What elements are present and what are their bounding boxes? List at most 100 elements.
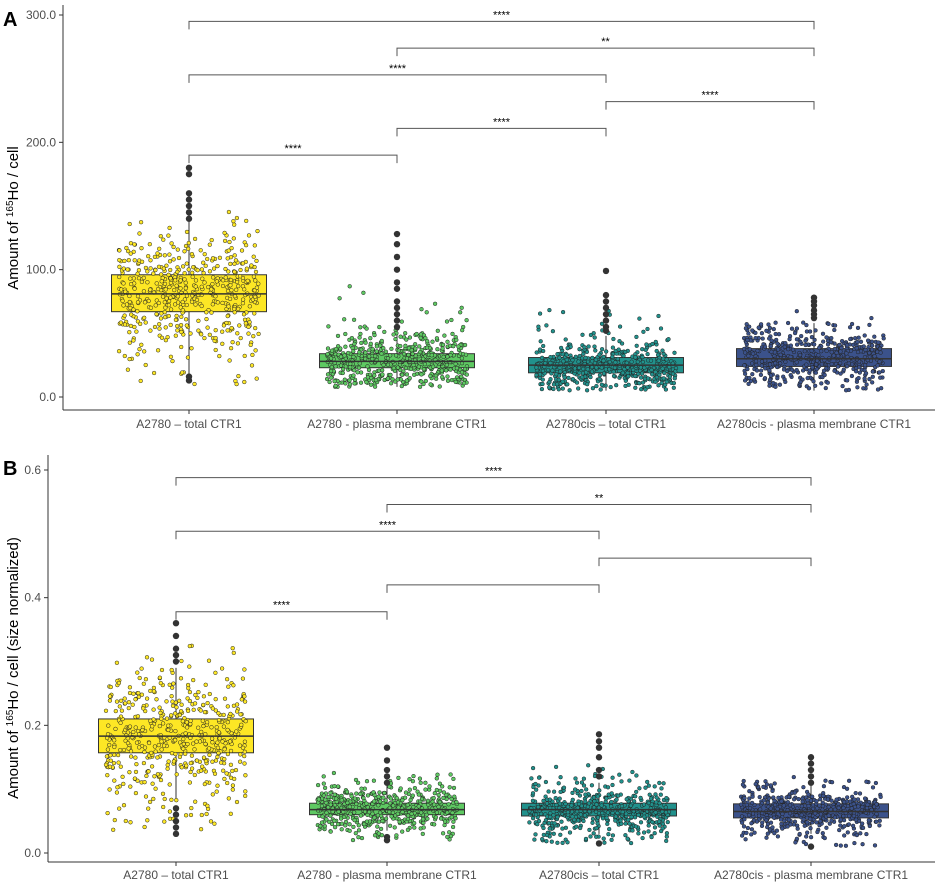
data-point — [649, 834, 654, 840]
data-point — [794, 309, 799, 314]
data-point — [448, 367, 453, 372]
data-point — [148, 287, 153, 292]
data-point — [351, 824, 356, 830]
data-point — [225, 720, 230, 725]
outlier-point — [807, 843, 815, 850]
data-point — [116, 760, 121, 765]
data-point — [641, 802, 647, 807]
data-point — [201, 694, 207, 699]
data-point — [539, 355, 545, 360]
data-point — [796, 796, 801, 802]
data-point — [640, 359, 646, 365]
data-point — [398, 334, 403, 339]
data-point — [119, 708, 125, 713]
data-point — [121, 281, 126, 286]
data-point — [105, 747, 111, 752]
data-point — [135, 294, 141, 299]
data-point — [594, 383, 599, 389]
data-point — [107, 698, 113, 703]
data-point — [652, 831, 657, 836]
data-point — [417, 384, 423, 389]
data-point — [194, 758, 200, 763]
outlier-point — [383, 773, 391, 780]
data-point — [418, 335, 423, 341]
data-point — [416, 804, 421, 809]
data-point — [204, 720, 210, 725]
data-point — [128, 281, 134, 287]
data-point — [533, 781, 538, 787]
data-point — [832, 815, 838, 820]
data-point — [774, 364, 780, 370]
data-point — [540, 377, 545, 382]
data-point — [561, 785, 567, 790]
data-point — [210, 281, 215, 287]
data-point — [335, 333, 341, 339]
data-point — [560, 826, 565, 831]
data-point — [758, 368, 764, 373]
data-point — [230, 768, 235, 774]
data-point — [365, 805, 370, 810]
data-point — [551, 831, 556, 836]
data-point — [144, 773, 149, 779]
data-point — [853, 369, 859, 374]
data-point — [855, 325, 861, 331]
data-point — [179, 314, 184, 319]
data-point — [552, 821, 557, 826]
data-point — [142, 315, 147, 320]
data-point — [380, 818, 385, 824]
data-point — [638, 375, 644, 380]
data-point — [792, 790, 797, 795]
data-point — [815, 829, 820, 835]
data-point — [434, 810, 440, 815]
data-point — [144, 655, 150, 660]
data-point — [534, 365, 539, 370]
data-point — [322, 824, 328, 829]
data-point — [218, 760, 224, 765]
data-point — [742, 378, 748, 383]
data-point — [234, 709, 240, 714]
data-point — [154, 281, 159, 286]
data-point — [529, 776, 534, 781]
data-point — [107, 787, 112, 792]
data-point — [634, 773, 639, 778]
data-point — [112, 738, 117, 743]
data-point — [214, 725, 219, 730]
data-point — [555, 351, 560, 357]
data-point — [447, 830, 452, 835]
data-point — [446, 802, 451, 807]
data-point — [576, 801, 582, 807]
data-point — [397, 819, 402, 825]
data-point — [155, 251, 160, 256]
data-point — [164, 699, 169, 704]
data-point — [243, 773, 248, 778]
data-point — [191, 677, 196, 683]
data-point — [165, 766, 170, 771]
data-point — [576, 386, 581, 391]
data-point — [829, 798, 834, 803]
data-point — [821, 784, 827, 789]
data-point — [656, 313, 661, 319]
data-point — [361, 795, 366, 801]
data-point — [819, 349, 824, 354]
data-point — [239, 722, 244, 727]
data-point — [329, 364, 334, 370]
data-point — [240, 301, 246, 306]
data-point — [614, 383, 619, 388]
data-point — [809, 334, 815, 340]
data-point — [213, 347, 218, 353]
data-point — [632, 815, 638, 820]
data-point — [772, 802, 778, 808]
data-point — [398, 343, 403, 349]
data-point — [645, 351, 650, 357]
data-point — [179, 765, 184, 770]
data-point — [773, 320, 778, 325]
data-point — [617, 772, 622, 777]
data-point — [238, 267, 243, 273]
data-point — [751, 818, 757, 823]
data-point — [746, 813, 752, 818]
data-point — [226, 269, 231, 274]
data-point — [166, 303, 171, 308]
data-point — [328, 368, 334, 374]
data-point — [852, 797, 857, 802]
data-point — [375, 813, 381, 818]
